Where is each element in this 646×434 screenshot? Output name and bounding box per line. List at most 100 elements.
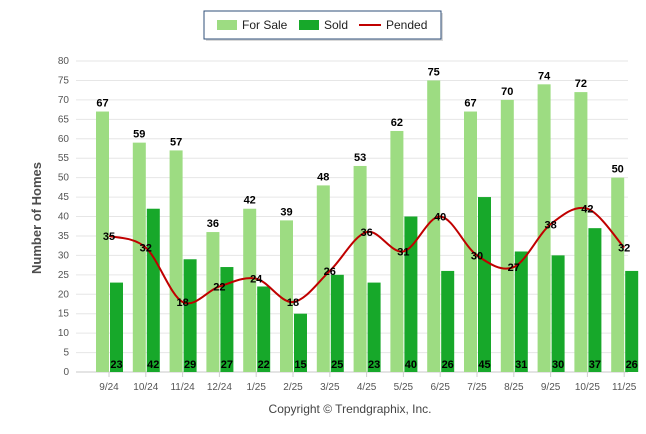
y-tick-label: 15 — [58, 309, 70, 320]
legend-label-sold: Sold — [324, 18, 348, 32]
x-tick-label: 11/24 — [170, 382, 195, 393]
pended-data-label: 22 — [213, 281, 225, 293]
pended-data-label: 31 — [397, 246, 409, 258]
for-sale-bar — [132, 142, 146, 372]
pended-line-layer — [108, 206, 625, 305]
for-sale-bar — [537, 84, 551, 372]
sold-bar — [110, 282, 123, 372]
x-tick-label: 10/25 — [575, 382, 600, 393]
sold-data-label: 15 — [294, 359, 306, 371]
for-sale-bar — [464, 111, 477, 372]
sold-data-label: 31 — [515, 359, 527, 371]
y-tick-label: 25 — [58, 270, 70, 281]
for-sale-data-label: 74 — [538, 70, 551, 82]
sold-bar — [294, 313, 307, 372]
for-sale-bar — [500, 99, 514, 372]
sold-bar — [367, 282, 381, 372]
for-sale-data-label: 36 — [207, 218, 219, 230]
x-tick-label: 4/25 — [357, 382, 377, 393]
pended-data-label: 27 — [508, 262, 520, 274]
sold-bar — [183, 259, 197, 372]
sold-bar — [551, 255, 565, 372]
for-sale-data-label: 70 — [501, 86, 513, 98]
sold-data-label: 42 — [147, 359, 159, 371]
for-sale-bar — [206, 232, 220, 372]
y-tick-label: 20 — [58, 289, 70, 300]
for-sale-bar — [280, 220, 293, 372]
y-axis-title: Number of Homes — [29, 162, 44, 274]
pended-data-label: 32 — [618, 243, 630, 255]
for-sale-data-label: 42 — [244, 195, 256, 207]
legend-swatch-sold — [299, 20, 319, 30]
sold-data-label: 30 — [552, 359, 564, 371]
for-sale-bar — [611, 177, 625, 372]
y-tick-label: 0 — [63, 367, 69, 378]
bars — [96, 80, 639, 372]
for-sale-bar — [427, 80, 441, 372]
sold-data-label: 27 — [221, 359, 233, 371]
pended-data-label: 18 — [176, 297, 188, 309]
x-tick-label: 7/25 — [467, 382, 487, 393]
sold-bar — [441, 270, 455, 372]
for-sale-data-label: 50 — [612, 164, 624, 176]
x-tick-label: 3/25 — [320, 382, 340, 393]
for-sale-bar — [353, 165, 367, 372]
y-tick-label: 65 — [58, 114, 70, 125]
pended-line — [108, 206, 625, 305]
x-tick-label: 6/25 — [430, 382, 450, 393]
for-sale-data-label: 39 — [280, 206, 292, 218]
sold-data-label: 40 — [405, 359, 417, 371]
for-sale-data-label: 67 — [96, 98, 108, 110]
x-tick-label: 5/25 — [394, 382, 414, 393]
sold-bar — [257, 286, 271, 372]
y-tick-label: 10 — [58, 328, 70, 339]
x-tick-label: 1/25 — [246, 382, 266, 393]
y-tick-label: 60 — [58, 134, 70, 145]
for-sale-data-label: 72 — [575, 78, 587, 90]
y-tick-label: 50 — [58, 173, 70, 184]
sold-data-label: 29 — [184, 359, 196, 371]
sold-data-label: 37 — [589, 359, 601, 371]
for-sale-data-label: 53 — [354, 152, 366, 164]
for-sale-data-label: 48 — [317, 171, 329, 183]
legend-label-pended: Pended — [386, 18, 427, 32]
pended-data-label: 32 — [140, 243, 152, 255]
x-tick-label: 2/25 — [283, 382, 303, 393]
x-tick-label: 10/24 — [133, 382, 158, 393]
y-tick-label: 75 — [58, 75, 70, 86]
pended-data-label: 38 — [544, 219, 556, 231]
x-tick-label: 9/24 — [99, 382, 119, 393]
for-sale-bar — [169, 150, 183, 372]
y-tick-label: 5 — [63, 348, 69, 359]
sold-bar — [588, 228, 602, 372]
gridlines — [76, 60, 628, 373]
for-sale-bar — [243, 208, 257, 372]
for-sale-data-label: 67 — [464, 98, 476, 110]
sold-bar — [404, 216, 418, 372]
pended-data-label: 26 — [324, 266, 336, 278]
copyright-text: Copyright © Trendgraphix, Inc. — [269, 402, 432, 416]
for-sale-bar — [96, 111, 109, 372]
pended-data-label: 40 — [434, 212, 446, 224]
pended-data-label: 24 — [250, 274, 263, 286]
sold-data-label: 23 — [368, 359, 380, 371]
y-tick-label: 45 — [58, 192, 70, 203]
legend-label-for-sale: For Sale — [242, 18, 288, 32]
x-tick-label: 12/24 — [207, 382, 232, 393]
for-sale-bar — [574, 92, 588, 372]
for-sale-data-label: 75 — [428, 66, 440, 78]
y-tick-label: 80 — [58, 56, 70, 67]
sold-data-label: 22 — [258, 359, 270, 371]
sold-data-label: 23 — [110, 359, 122, 371]
for-sale-data-label: 62 — [391, 117, 403, 129]
sold-bar — [625, 270, 639, 372]
for-sale-data-label: 59 — [133, 129, 145, 141]
pended-data-label: 35 — [103, 231, 115, 243]
y-tick-label: 35 — [58, 231, 70, 242]
pended-data-label: 42 — [581, 204, 593, 216]
sold-bar — [220, 267, 234, 372]
for-sale-data-label: 57 — [170, 136, 182, 148]
legend: For Sale Sold Pended — [203, 10, 443, 41]
sold-bar — [478, 197, 491, 372]
